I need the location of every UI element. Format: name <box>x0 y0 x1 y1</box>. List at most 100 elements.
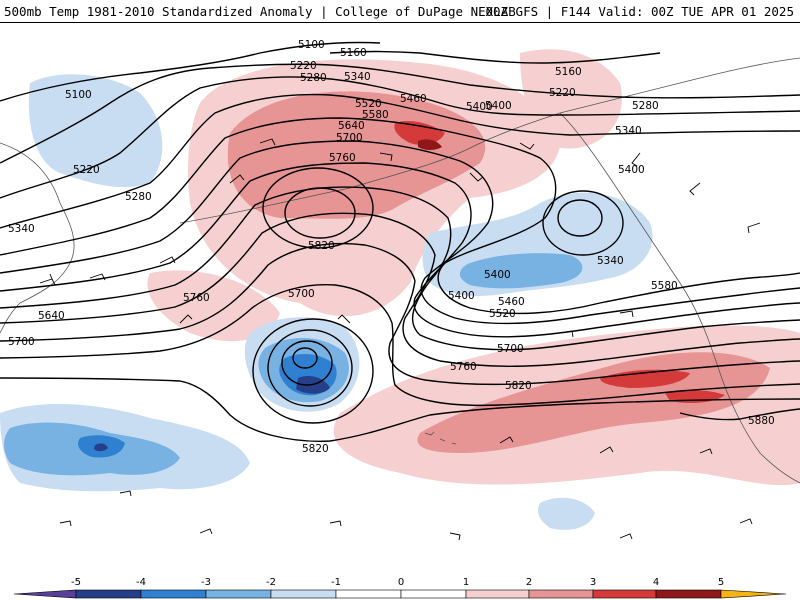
contour-5580-a <box>0 186 800 351</box>
legend-arrow-right <box>720 589 787 599</box>
contour-label: 5400 <box>485 100 512 112</box>
contour-label: 5220 <box>549 87 576 99</box>
wind-barb <box>199 528 213 535</box>
contour-5820-north-high <box>284 187 356 239</box>
wind-barb <box>519 142 535 150</box>
wind-barb <box>337 314 351 324</box>
wind-barb <box>499 436 514 444</box>
contour-label: 5580 <box>362 109 389 121</box>
contour-label: 5280 <box>632 100 659 112</box>
contour-gulf-low-mid <box>542 190 624 256</box>
wind-barb <box>179 314 193 324</box>
legend-swatch-neg2 <box>205 589 272 599</box>
contour-5760-a <box>0 283 800 407</box>
legend-swatch-pos4 <box>655 589 722 599</box>
contour-label: 5520 <box>489 308 516 320</box>
coast-bc <box>559 112 721 374</box>
legend-swatch-neutral-pos <box>400 589 467 599</box>
coast-alaska <box>469 57 800 149</box>
contour-label: 5340 <box>344 71 371 83</box>
contour-labels: 5100 5160 5220 5280 5340 5100 5220 5280 … <box>8 39 775 455</box>
anomaly-neg2-gulf <box>459 253 583 289</box>
contour-5400-a <box>0 117 800 315</box>
contour-label: 5340 <box>597 255 624 267</box>
legend-tick-label: -4 <box>136 577 146 588</box>
contour-label: 5100 <box>65 89 92 101</box>
contour-5460-a <box>0 140 800 325</box>
anomaly-pos4-north <box>418 139 442 150</box>
contour-5280-a <box>0 76 800 199</box>
model-run-info: 00Z GFS | F144 Valid: 00Z TUE APR 01 202… <box>485 4 794 19</box>
contour-5160 <box>329 50 661 64</box>
wind-barb <box>449 532 461 541</box>
wind-barb <box>259 138 276 146</box>
wind-barb <box>39 273 56 286</box>
legend-swatch-pos3 <box>592 589 657 599</box>
legend-tick-label: -2 <box>266 577 276 588</box>
contour-5520-a <box>0 162 800 338</box>
wind-barb <box>689 182 701 196</box>
legend-arrow-left <box>13 589 77 599</box>
contour-label: 5460 <box>498 296 525 308</box>
anomaly-pos1-gulf <box>520 49 622 149</box>
legend-swatch-neutral-neg <box>335 589 402 599</box>
legend-tick-label: -3 <box>201 577 211 588</box>
contour-label: 5580 <box>651 280 678 292</box>
legend-swatch-neg3 <box>140 589 207 599</box>
legend-tick-label: 0 <box>398 577 404 588</box>
wind-barb <box>739 518 753 525</box>
legend-swatch-neg1 <box>270 589 337 599</box>
contour-label: 5880 <box>748 415 775 427</box>
wind-barb <box>631 152 641 167</box>
wind-barb <box>119 490 132 497</box>
weather-map: 5100 5160 5220 5280 5340 5100 5220 5280 … <box>0 23 800 576</box>
wind-barb <box>159 256 176 264</box>
contour-label: 5640 <box>338 120 365 132</box>
wind-barb <box>59 520 72 527</box>
contour-cutoff-low-4 <box>252 318 374 424</box>
map-header: 500mb Temp 1981-2010 Standardized Anomal… <box>0 0 800 23</box>
legend-tick-labels: -5 -4 -3 -2 -1 0 1 2 3 4 5 <box>71 577 724 588</box>
wind-barb <box>329 520 342 527</box>
contour-cutoff-low-2 <box>281 340 333 386</box>
contour-5760-north-high <box>262 167 374 249</box>
contour-5700-a <box>0 242 800 386</box>
wind-barb <box>599 446 614 454</box>
contour-label: 5760 <box>183 292 210 304</box>
legend-tick-label: 4 <box>653 577 659 588</box>
contour-5100-nw <box>0 41 381 102</box>
contour-label: 5280 <box>300 72 327 84</box>
contour-5820-a <box>0 377 800 442</box>
contour-label: 5520 <box>355 98 382 110</box>
anomaly-neg4-sw <box>94 443 108 452</box>
contour-cutoff-low-3 <box>267 329 353 407</box>
contour-label: 5460 <box>400 93 427 105</box>
wind-barb <box>619 310 634 318</box>
contour-label: 5220 <box>73 164 100 176</box>
contour-label: 5400 <box>484 269 511 281</box>
anomaly-neg1-nw <box>28 74 163 188</box>
contour-label: 5400 <box>448 290 475 302</box>
contour-5220-a <box>0 63 800 164</box>
contour-label: 5700 <box>336 132 363 144</box>
contour-label: 5400 <box>618 164 645 176</box>
map-title: 500mb Temp 1981-2010 Standardized Anomal… <box>4 4 516 19</box>
contour-label: 5160 <box>340 47 367 59</box>
wind-barbs <box>39 138 761 541</box>
wind-barb <box>619 533 633 540</box>
legend-swatch-neg4 <box>75 589 142 599</box>
coast-aleutians <box>179 147 471 224</box>
legend-tick-label: 3 <box>590 577 596 588</box>
contour-5340-a <box>0 93 800 229</box>
contour-label: 5820 <box>505 380 532 392</box>
anomaly-legend: -5 -4 -3 -2 -1 0 1 2 3 4 5 <box>0 576 800 600</box>
legend-color-bar <box>13 589 787 599</box>
contour-label: 5400 <box>466 101 493 113</box>
contour-label: 5280 <box>125 191 152 203</box>
contour-label: 5100 <box>298 39 325 51</box>
contour-label: 5820 <box>308 240 335 252</box>
anomaly-pos3-south <box>600 369 690 388</box>
contour-label: 5700 <box>8 336 35 348</box>
height-contours <box>0 41 800 442</box>
coast-hawaii <box>424 431 457 445</box>
